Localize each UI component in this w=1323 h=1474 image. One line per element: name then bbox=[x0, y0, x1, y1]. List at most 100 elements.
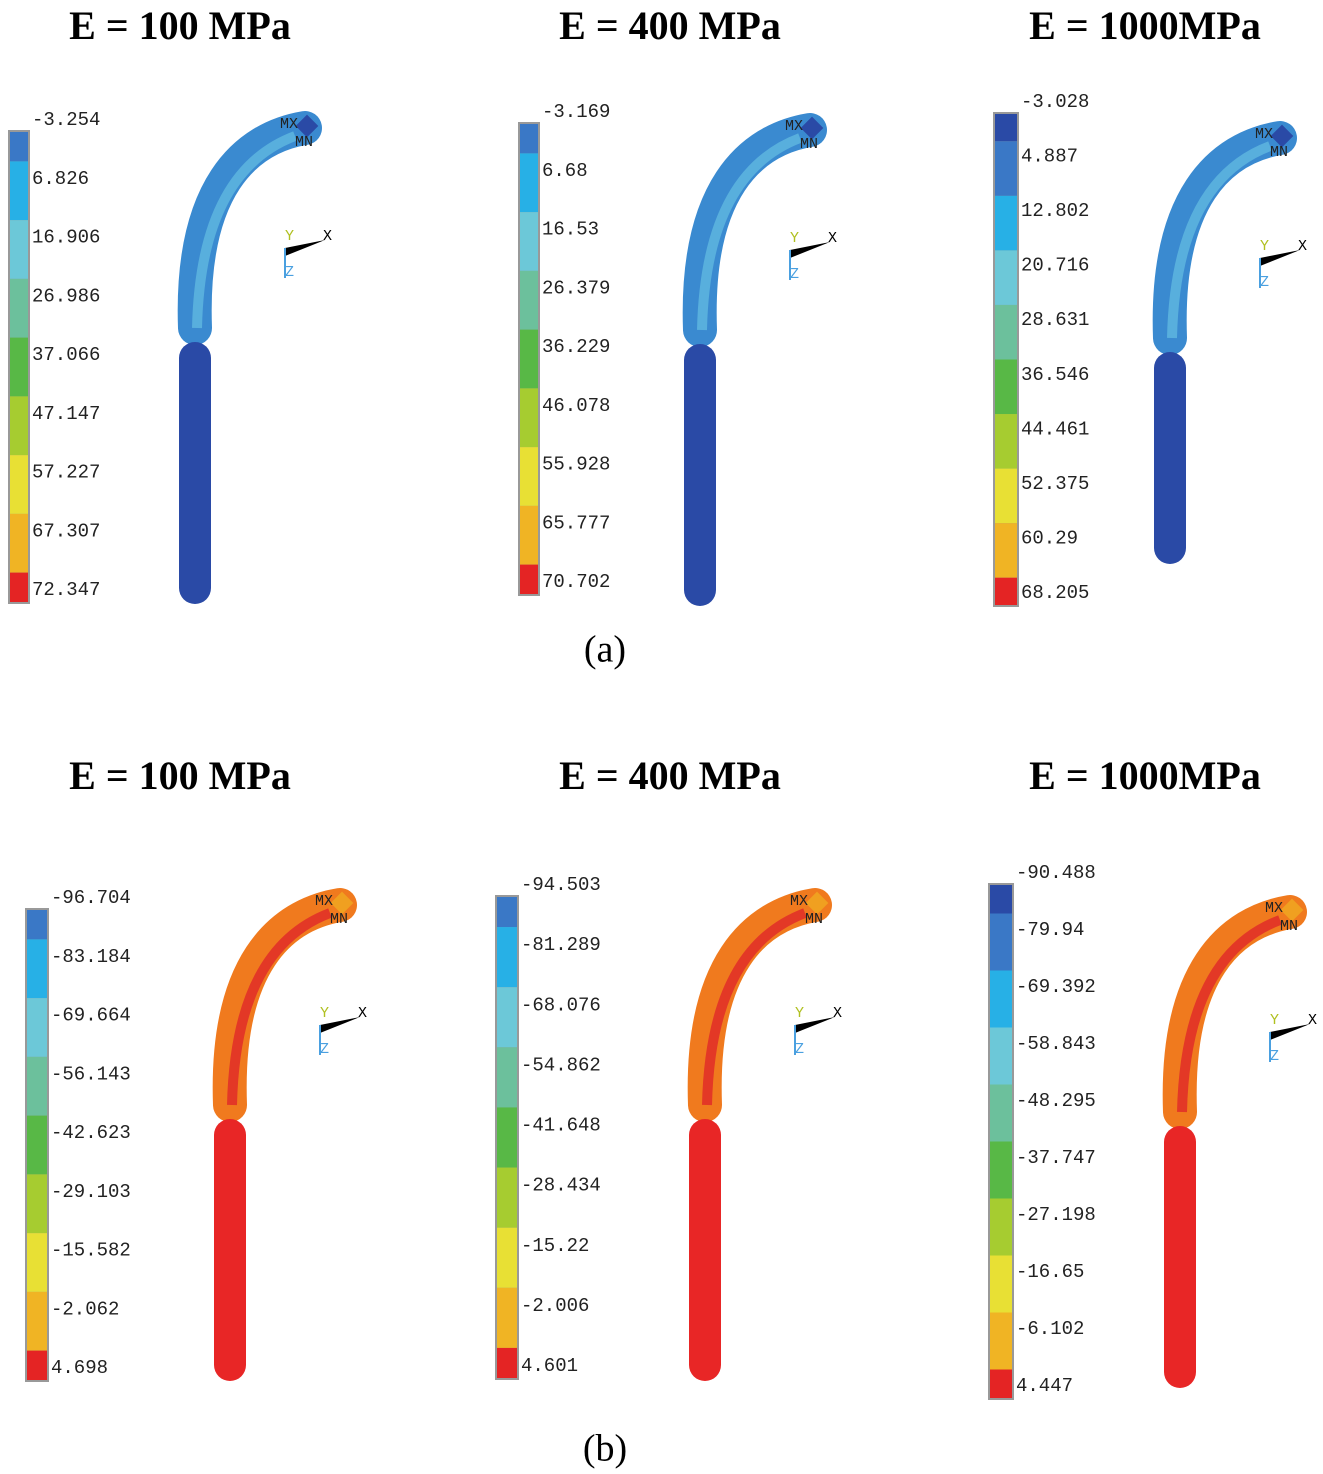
panel-title: E = 1000MPa bbox=[1029, 3, 1261, 48]
legend-label: 55.928 bbox=[542, 454, 610, 476]
legend-band bbox=[497, 1047, 517, 1108]
legend-label: 37.066 bbox=[32, 344, 100, 366]
legend-band bbox=[10, 455, 28, 514]
legend-band bbox=[990, 885, 1012, 914]
panel: E = 400 MPa -94.503 -81.289 -68.076 -54.862 -… bbox=[495, 753, 842, 1381]
legend-label: 60.29 bbox=[1021, 527, 1078, 549]
panel-title: E = 100 MPa bbox=[69, 3, 291, 48]
max-label: MX bbox=[315, 893, 333, 910]
triad-x: X bbox=[828, 230, 837, 247]
legend-label: 46.078 bbox=[542, 395, 610, 417]
legend-label: -68.076 bbox=[521, 994, 601, 1016]
implant-head bbox=[1280, 898, 1304, 922]
caption: (a) bbox=[584, 629, 626, 671]
legend-label: -37.747 bbox=[1016, 1147, 1096, 1169]
panel-title: E = 1000MPa bbox=[1029, 753, 1261, 798]
implant-head bbox=[330, 891, 354, 915]
legend-band bbox=[10, 278, 28, 338]
legend-label: 16.53 bbox=[542, 219, 599, 241]
legend-band bbox=[990, 1084, 1012, 1142]
triad-y: Y bbox=[790, 230, 799, 247]
legend-band bbox=[27, 1291, 47, 1351]
legend-label: 70.702 bbox=[542, 571, 610, 593]
triad bbox=[1260, 250, 1300, 266]
legend-band bbox=[497, 1347, 517, 1378]
panel-title: E = 400 MPa bbox=[559, 753, 781, 798]
legend-band bbox=[520, 564, 538, 594]
triad bbox=[320, 1017, 360, 1033]
legend-band bbox=[27, 1233, 47, 1292]
panel: E = 100 MPa -96.704 -83.184 -69.664 -56.143 -… bbox=[25, 753, 367, 1382]
max-label: MX bbox=[1255, 126, 1273, 143]
legend-band bbox=[990, 1312, 1012, 1370]
legend-band bbox=[995, 250, 1017, 305]
legend-label: -2.006 bbox=[521, 1295, 589, 1317]
triad-z: Z bbox=[790, 266, 799, 283]
max-label: MX bbox=[785, 118, 803, 135]
triad-y: Y bbox=[285, 228, 294, 245]
legend-band bbox=[520, 212, 538, 271]
legend-label: -69.392 bbox=[1016, 976, 1096, 998]
implant-upper bbox=[192, 131, 297, 329]
implant-upper bbox=[1167, 141, 1272, 339]
legend-label: -96.704 bbox=[51, 887, 131, 909]
min-label: MN bbox=[1270, 144, 1288, 161]
legend-band bbox=[497, 897, 517, 928]
legend-band bbox=[520, 447, 538, 506]
legend-band bbox=[520, 270, 538, 330]
triad-z: Z bbox=[320, 1041, 329, 1058]
triad-z: Z bbox=[1270, 1048, 1279, 1065]
legend-label: -90.488 bbox=[1016, 862, 1096, 884]
legend-label: -15.582 bbox=[51, 1240, 131, 1262]
legend-label: 12.802 bbox=[1021, 200, 1089, 222]
legend-band bbox=[990, 1198, 1012, 1256]
triad-z: Z bbox=[1260, 274, 1269, 291]
max-label: MX bbox=[280, 116, 298, 133]
panel-title: E = 100 MPa bbox=[69, 753, 291, 798]
legend-label: -69.664 bbox=[51, 1005, 131, 1027]
legend-label: 36.229 bbox=[542, 336, 610, 358]
legend-band bbox=[10, 513, 28, 573]
legend-band bbox=[990, 1141, 1012, 1199]
legend-label: -83.184 bbox=[51, 946, 131, 968]
implant-upper bbox=[227, 908, 332, 1106]
legend-label: 4.698 bbox=[51, 1357, 108, 1379]
legend-band bbox=[27, 1350, 47, 1380]
panel: E = 100 MPa -3.254 6.826 16.906 26.986 37.066… bbox=[8, 3, 332, 604]
triad-z: Z bbox=[795, 1041, 804, 1058]
legend-label: 72.347 bbox=[32, 579, 100, 601]
panel: E = 400 MPa -3.169 6.68 16.53 26.379 36.229 46… bbox=[518, 3, 837, 606]
legend-band bbox=[27, 939, 47, 999]
legend-label: -2.062 bbox=[51, 1298, 119, 1320]
legend-band bbox=[990, 1255, 1012, 1313]
legend-label: -81.289 bbox=[521, 934, 601, 956]
legend-label: 68.205 bbox=[1021, 582, 1089, 604]
legend-band bbox=[10, 220, 28, 279]
legend-band bbox=[10, 572, 28, 602]
legend-band bbox=[27, 998, 47, 1057]
legend-label: -15.22 bbox=[521, 1235, 589, 1257]
legend-label: -42.623 bbox=[51, 1122, 131, 1144]
panel-title: E = 400 MPa bbox=[559, 3, 781, 48]
legend-band bbox=[520, 329, 538, 389]
legend-band bbox=[995, 577, 1017, 605]
legend-band bbox=[27, 1115, 47, 1175]
legend-label: -28.434 bbox=[521, 1175, 601, 1197]
legend-label: -41.648 bbox=[521, 1115, 601, 1137]
legend-label: -3.169 bbox=[542, 101, 610, 123]
triad-y: Y bbox=[1260, 238, 1269, 255]
min-label: MN bbox=[1280, 918, 1298, 935]
legend-band bbox=[10, 161, 28, 221]
legend-label: 65.777 bbox=[542, 512, 610, 534]
implant-head bbox=[805, 891, 829, 915]
triad-x: X bbox=[358, 1005, 367, 1022]
legend-label: 4.447 bbox=[1016, 1375, 1073, 1397]
legend-band bbox=[995, 141, 1017, 196]
implant-upper bbox=[697, 133, 802, 331]
min-label: MN bbox=[295, 134, 313, 151]
legend-label: 20.716 bbox=[1021, 255, 1089, 277]
legend-band bbox=[990, 913, 1012, 971]
legend-band bbox=[497, 1107, 517, 1168]
legend-label: 6.826 bbox=[32, 168, 89, 190]
legend-label: 26.986 bbox=[32, 285, 100, 307]
